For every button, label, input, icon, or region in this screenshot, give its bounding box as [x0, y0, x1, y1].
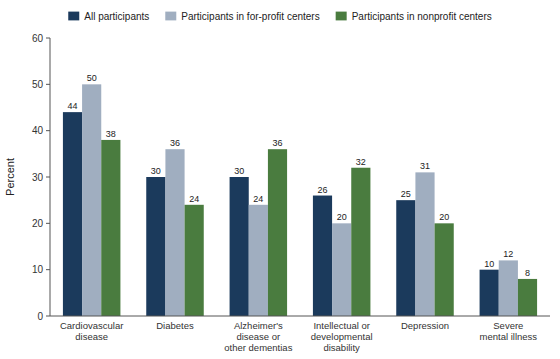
data-label: 20	[337, 212, 347, 222]
x-axis-line	[50, 316, 550, 317]
bar	[63, 112, 82, 316]
y-tick-label: 10	[32, 264, 44, 275]
y-tick-label: 20	[32, 218, 44, 229]
bar	[101, 140, 120, 316]
legend-label: All participants	[84, 11, 149, 22]
data-label: 10	[484, 259, 494, 269]
x-tick-label-line: disability	[323, 342, 360, 353]
x-tick-label-line: other dementias	[224, 342, 292, 353]
bar	[518, 279, 537, 316]
y-tick	[46, 316, 50, 317]
bar	[268, 149, 287, 316]
bar	[351, 168, 370, 316]
bar	[499, 260, 518, 316]
bar	[313, 196, 332, 316]
data-label: 44	[67, 101, 77, 111]
data-label: 36	[272, 138, 282, 148]
bar	[415, 172, 434, 316]
data-label: 24	[189, 194, 199, 204]
y-tick	[46, 177, 50, 178]
x-tick-label: Intellectual ordevelopmentaldisability	[311, 320, 373, 353]
x-tick-label-line: Depression	[401, 320, 449, 331]
bar	[435, 223, 454, 316]
data-label: 26	[317, 185, 327, 195]
x-tick-label: Depression	[401, 320, 449, 331]
data-label: 8	[525, 268, 530, 278]
x-tick-label: Diabetes	[156, 320, 194, 331]
legend: All participants Participants in for-prof…	[68, 11, 492, 22]
x-tick-label-line: disease or	[236, 331, 280, 342]
legend-item: Participants in nonprofit centers	[336, 11, 492, 22]
bar	[480, 270, 499, 316]
chart: All participants Participants in for-prof…	[0, 0, 560, 359]
x-tick-label-line: Alzheimer's	[234, 320, 283, 331]
data-label: 20	[439, 212, 449, 222]
bar	[332, 223, 351, 316]
bar	[82, 84, 101, 316]
data-labels: 44 30 30 26 25 10 50 36 24 20 31 12 38 24 36 32 20 8	[67, 73, 530, 278]
bar	[249, 205, 268, 316]
y-tick	[46, 38, 50, 39]
bar	[396, 200, 415, 316]
y-axis-label: Percent	[4, 158, 16, 196]
y-tick-label: 0	[37, 311, 43, 322]
x-tick-label: Cardiovasculardisease	[60, 320, 123, 342]
data-label: 50	[87, 73, 97, 83]
x-tick-label: Severemental illness	[480, 320, 538, 342]
legend-item: All participants	[68, 11, 149, 22]
legend-swatch	[68, 12, 79, 21]
y-tick	[46, 223, 50, 224]
data-label: 12	[503, 249, 513, 259]
data-label: 31	[420, 161, 430, 171]
data-label: 30	[151, 166, 161, 176]
y-tick	[46, 269, 50, 270]
legend-item: Participants in for-profit centers	[165, 11, 319, 22]
x-tick-label-line: Intellectual or	[313, 320, 370, 331]
x-tick-label-line: Severe	[493, 320, 523, 331]
x-tick-label-line: Cardiovascular	[60, 320, 123, 331]
legend-swatch	[336, 12, 347, 21]
y-tick-label: 50	[32, 79, 44, 90]
bar	[185, 205, 204, 316]
legend-label: Participants in nonprofit centers	[352, 11, 492, 22]
data-label: 24	[253, 194, 263, 204]
x-tick-label: Alzheimer'sdisease orother dementias	[224, 320, 292, 353]
legend-label: Participants in for-profit centers	[181, 11, 319, 22]
data-label: 32	[356, 157, 366, 167]
data-label: 25	[401, 189, 411, 199]
y-tick	[46, 130, 50, 131]
bar	[165, 149, 184, 316]
y-tick-label: 30	[32, 172, 44, 183]
x-tick-label-line: mental illness	[480, 331, 538, 342]
bar	[146, 177, 165, 316]
data-label: 38	[106, 129, 116, 139]
axes: 0 10 20 30 40 50 60 Cardiovasculardisease Diabet…	[32, 33, 550, 354]
y-tick-label: 60	[32, 33, 44, 44]
bars	[63, 84, 537, 316]
y-tick	[46, 84, 50, 85]
legend-swatch	[165, 12, 176, 21]
data-label: 36	[170, 138, 180, 148]
x-tick-label-line: Diabetes	[156, 320, 194, 331]
y-tick-label: 40	[32, 125, 44, 136]
x-tick-label-line: disease	[75, 331, 108, 342]
data-label: 30	[234, 166, 244, 176]
x-tick-label-line: developmental	[311, 331, 373, 342]
bar	[230, 177, 249, 316]
